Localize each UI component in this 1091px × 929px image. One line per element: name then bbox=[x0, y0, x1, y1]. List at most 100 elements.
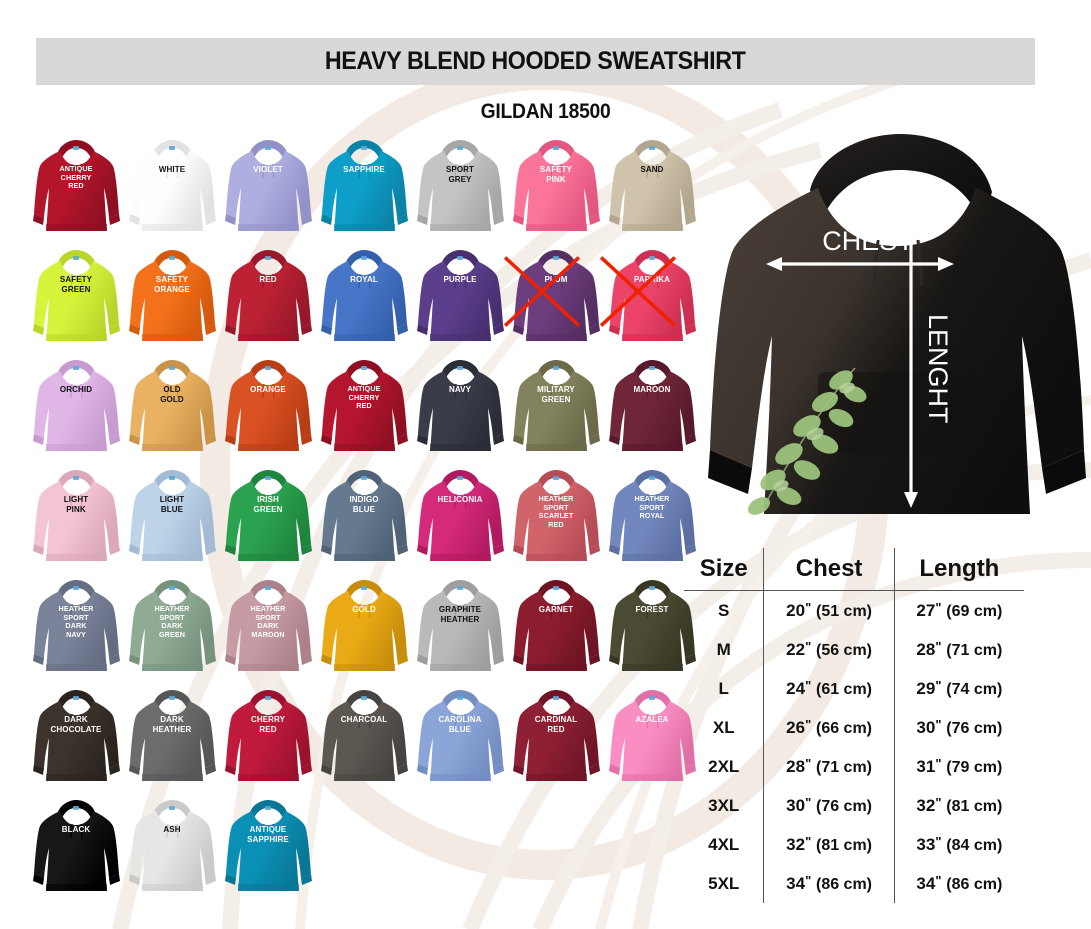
color-swatch-old-gold[interactable]: OLD GOLD bbox=[124, 358, 220, 468]
column-header-length: Length bbox=[894, 548, 1024, 591]
color-swatch-gold[interactable]: GOLD bbox=[316, 578, 412, 688]
measurement-diagram: CHEST LENGHT bbox=[700, 128, 1091, 540]
hoodie-illustration: PAPRIKA bbox=[599, 248, 696, 351]
color-swatch-plum[interactable]: PLUM bbox=[503, 248, 604, 358]
color-swatch-orange[interactable]: ORANGE bbox=[220, 358, 316, 468]
hoodie-illustration: CHERRY RED bbox=[224, 688, 312, 791]
color-swatch-royal[interactable]: ROYAL bbox=[316, 248, 412, 358]
hoodie-hood bbox=[810, 134, 992, 224]
color-swatch-irish-green[interactable]: IRISH GREEN bbox=[220, 468, 316, 578]
hoodie-illustration: RED bbox=[224, 248, 312, 351]
hoodie-illustration: HEATHER SPORT DARK NAVY bbox=[32, 578, 120, 681]
swatch-row: HEATHER SPORT DARK NAVY HEATHER SPORT DARK GRE… bbox=[28, 578, 700, 688]
cell-size: 4XL bbox=[684, 825, 765, 864]
hoodie-illustration: LIGHT PINK bbox=[32, 468, 120, 571]
cell-size: M bbox=[684, 630, 765, 669]
color-swatch-maroon[interactable]: MAROON bbox=[604, 358, 700, 468]
color-swatch-charcoal[interactable]: CHARCOAL bbox=[316, 688, 412, 798]
cell-chest: 30" (76 cm) bbox=[763, 786, 895, 825]
cell-chest: 28" (71 cm) bbox=[763, 747, 895, 786]
color-swatch-white[interactable]: WHITE bbox=[124, 138, 220, 248]
hoodie-illustration: DARK HEATHER bbox=[128, 688, 216, 791]
color-swatch-ash[interactable]: ASH bbox=[124, 798, 220, 908]
hoodie-illustration: GARNET bbox=[512, 578, 600, 681]
color-swatch-heliconia[interactable]: HELICONIA bbox=[412, 468, 508, 578]
color-swatch-navy[interactable]: NAVY bbox=[412, 358, 508, 468]
swatch-row: ORCHID OLD GOLD bbox=[28, 358, 700, 468]
color-swatch-heather-sport-dark-navy[interactable]: HEATHER SPORT DARK NAVY bbox=[28, 578, 124, 688]
color-swatch-grid: ANTIQUE CHERRY RED WHITE bbox=[28, 138, 700, 908]
header-bar: HEAVY BLEND HOODED SWEATSHIRT bbox=[36, 38, 1035, 85]
hoodie-illustration: VIOLET bbox=[224, 138, 312, 241]
color-swatch-heather-sport-scarlet-red[interactable]: HEATHER SPORT SCARLET RED bbox=[508, 468, 604, 578]
color-swatch-sapphire[interactable]: SAPPHIRE bbox=[316, 138, 412, 248]
color-swatch-purple[interactable]: PURPLE bbox=[412, 248, 508, 358]
cell-chest: 34" (86 cm) bbox=[763, 864, 895, 903]
size-chart-table: Size Chest Length S 20" (51 cm) 27" (69 cm… bbox=[684, 548, 1024, 903]
color-swatch-cardinal-red[interactable]: CARDINAL RED bbox=[508, 688, 604, 798]
color-swatch-light-blue[interactable]: LIGHT BLUE bbox=[124, 468, 220, 578]
color-swatch-heather-sport-dark-green[interactable]: HEATHER SPORT DARK GREEN bbox=[124, 578, 220, 688]
size-chart-row: 4XL 32" (81 cm) 33" (84 cm) bbox=[684, 825, 1024, 864]
color-swatch-safety-orange[interactable]: SAFETY ORANGE bbox=[124, 248, 220, 358]
color-swatch-dark-chocolate[interactable]: DARK CHOCOLATE bbox=[28, 688, 124, 798]
color-swatch-sport-grey[interactable]: SPORT GREY bbox=[412, 138, 508, 248]
hoodie-illustration: AZALEA bbox=[608, 688, 696, 791]
swatch-row: SAFETY GREEN SAFETY ORANGE bbox=[28, 248, 700, 358]
cell-length: 33" (84 cm) bbox=[916, 833, 1003, 854]
color-swatch-safety-pink[interactable]: SAFETY PINK bbox=[508, 138, 604, 248]
cell-length: 29" (74 cm) bbox=[916, 677, 1003, 698]
hoodie-illustration: HELICONIA bbox=[416, 468, 504, 571]
cell-size: 3XL bbox=[684, 786, 765, 825]
color-swatch-cherry-red[interactable]: CHERRY RED bbox=[220, 688, 316, 798]
color-swatch-black[interactable]: BLACK bbox=[28, 798, 124, 908]
page-title: HEAVY BLEND HOODED SWEATSHIRT bbox=[325, 47, 746, 75]
color-swatch-violet[interactable]: VIOLET bbox=[220, 138, 316, 248]
hoodie-illustration: CHARCOAL bbox=[320, 688, 408, 791]
color-swatch-antique-cherry-red[interactable]: ANTIQUE CHERRY RED bbox=[28, 138, 124, 248]
color-swatch-dark-heather[interactable]: DARK HEATHER bbox=[124, 688, 220, 798]
size-chart-row: M 22" (56 cm) 28" (71 cm) bbox=[684, 630, 1024, 669]
hoodie-illustration: HEATHER SPORT DARK MAROON bbox=[224, 578, 312, 681]
hoodie-illustration: NAVY bbox=[416, 358, 504, 461]
hoodie-illustration: LIGHT BLUE bbox=[128, 468, 216, 571]
swatch-row: BLACK ASH ANTI bbox=[28, 798, 700, 908]
color-swatch-sand[interactable]: SAND bbox=[604, 138, 700, 248]
cell-length: 31" (79 cm) bbox=[916, 755, 1003, 776]
cell-length: 27" (69 cm) bbox=[916, 599, 1003, 620]
color-swatch-safety-green[interactable]: SAFETY GREEN bbox=[28, 248, 124, 358]
hoodie-illustration: SAFETY GREEN bbox=[32, 248, 120, 351]
cell-chest: 24" (61 cm) bbox=[763, 669, 895, 708]
discontinued-cross-icon bbox=[503, 256, 581, 327]
hoodie-illustration: HEATHER SPORT ROYAL bbox=[608, 468, 696, 571]
size-chart-row: 5XL 34" (86 cm) 34" (86 cm) bbox=[684, 864, 1024, 903]
color-swatch-light-pink[interactable]: LIGHT PINK bbox=[28, 468, 124, 578]
hoodie-illustration: ANTIQUE CHERRY RED bbox=[32, 138, 120, 241]
size-chart-row: L 24" (61 cm) 29" (74 cm) bbox=[684, 669, 1024, 708]
hoodie-illustration: ROYAL bbox=[320, 248, 408, 351]
color-swatch-carolina-blue[interactable]: CAROLINA BLUE bbox=[412, 688, 508, 798]
color-swatch-heather-sport-dark-maroon[interactable]: HEATHER SPORT DARK MAROON bbox=[220, 578, 316, 688]
color-swatch-garnet[interactable]: GARNET bbox=[508, 578, 604, 688]
cell-size: S bbox=[684, 590, 765, 630]
cell-size: 5XL bbox=[684, 864, 765, 903]
hoodie-illustration: BLACK bbox=[32, 798, 120, 901]
hoodie-illustration: ASH bbox=[128, 798, 216, 901]
hoodie-illustration: IRISH GREEN bbox=[224, 468, 312, 571]
color-swatch-red[interactable]: RED bbox=[220, 248, 316, 358]
color-swatch-paprika[interactable]: PAPRIKA bbox=[599, 248, 700, 358]
cell-size: L bbox=[684, 669, 765, 708]
hoodie-illustration: ORCHID bbox=[32, 358, 120, 461]
hoodie-illustration: CARDINAL RED bbox=[512, 688, 600, 791]
hoodie-illustration: HEATHER SPORT DARK GREEN bbox=[128, 578, 216, 681]
color-swatch-orchid[interactable]: ORCHID bbox=[28, 358, 124, 468]
color-swatch-graphite-heather[interactable]: GRAPHITE HEATHER bbox=[412, 578, 508, 688]
size-chart-row: XL 26" (66 cm) 30" (76 cm) bbox=[684, 708, 1024, 747]
color-swatch-indigo-blue[interactable]: INDIGO BLUE bbox=[316, 468, 412, 578]
color-swatch-antique-sapphire[interactable]: ANTIQUE SAPPHIRE bbox=[220, 798, 316, 908]
color-swatch-antique-cherry-red[interactable]: ANTIQUE CHERRY RED bbox=[316, 358, 412, 468]
hoodie-illustration: INDIGO BLUE bbox=[320, 468, 408, 571]
hoodie-illustration: SAFETY PINK bbox=[512, 138, 600, 241]
color-swatch-military-green[interactable]: MILITARY GREEN bbox=[508, 358, 604, 468]
size-chart-row: 2XL 28" (71 cm) 31" (79 cm) bbox=[684, 747, 1024, 786]
